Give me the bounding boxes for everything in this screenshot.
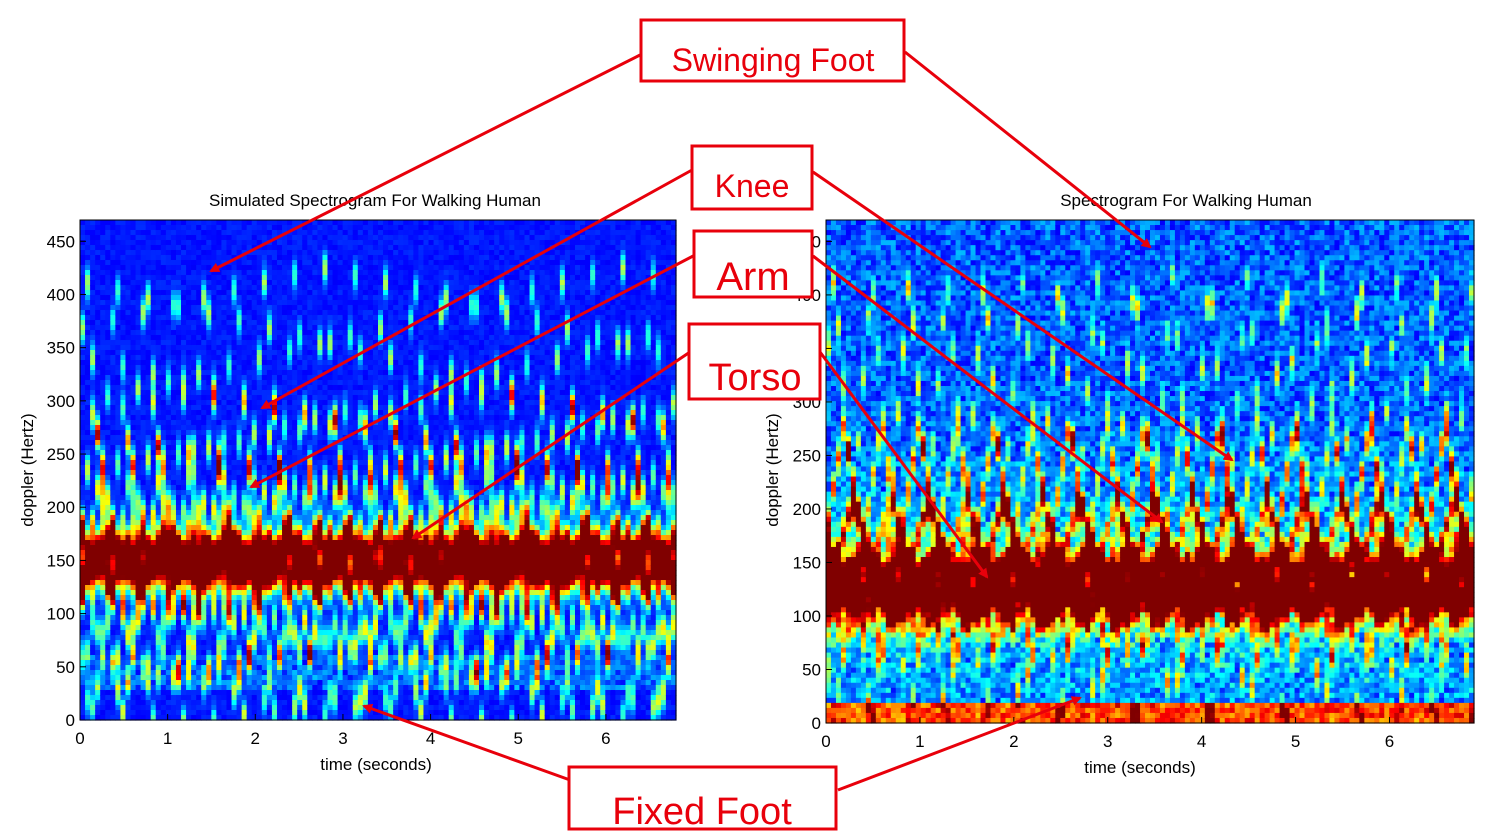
torso-arrow-right: [818, 351, 989, 579]
right-heatmap: [826, 220, 1475, 724]
torso-box: [687, 322, 822, 401]
left-y-axis-label: doppler (Hertz): [18, 413, 37, 526]
torso-arrow-left: [411, 350, 691, 540]
y-tick-label: 250: [793, 446, 821, 465]
left-spectrogram-panel: Simulated Spectrogram For Walking Human …: [18, 191, 677, 774]
x-tick-label: 1: [915, 732, 924, 751]
y-tick-label: 350: [47, 339, 75, 358]
x-tick-label: 5: [1291, 732, 1300, 751]
torso-label: Torso: [709, 357, 802, 399]
right-x-axis-label: time (seconds): [1084, 758, 1195, 777]
left-y-ticks: 0 50 100 150 200 250 300 350 400 450: [47, 232, 86, 730]
left-chart-title: Simulated Spectrogram For Walking Human: [209, 191, 541, 210]
swinging-foot-callout: Swinging Foot: [639, 18, 906, 83]
knee-callout: Knee: [690, 144, 814, 211]
y-tick-label: 150: [47, 551, 75, 570]
x-tick-label: 2: [1009, 732, 1018, 751]
y-tick-label: 200: [793, 500, 821, 519]
x-tick-label: 2: [251, 729, 260, 748]
y-tick-label: 400: [47, 285, 75, 304]
arm-box: [692, 229, 814, 299]
arm-arrow-right: [812, 254, 1164, 524]
arm-arrow-left: [249, 253, 696, 489]
swinging-foot-arrow-right: [904, 50, 1152, 249]
fixed-foot-label: Fixed Foot: [612, 791, 792, 833]
y-tick-label: 50: [802, 660, 821, 679]
left-x-axis-label: time (seconds): [320, 755, 431, 774]
left-plot-frame: [79, 219, 677, 721]
left-x-ticks: 0 1 2 3 4 5 6: [75, 714, 611, 748]
x-tick-label: 0: [75, 729, 84, 748]
right-chart-title: Spectrogram For Walking Human: [1060, 191, 1312, 210]
y-tick-label: 0: [66, 711, 75, 730]
right-y-axis-label: doppler (Hertz): [763, 413, 782, 526]
fixed-foot-arrow-left: [362, 703, 571, 782]
fixed-foot-box: [567, 765, 838, 831]
y-tick-label: 100: [47, 605, 75, 624]
x-tick-label: 6: [601, 729, 610, 748]
y-tick-label: 0: [812, 714, 821, 733]
annotation-arrows: [209, 50, 1234, 792]
swinging-foot-arrow-left: [209, 53, 641, 273]
left-heatmap: [80, 220, 677, 721]
arm-callout: Arm: [692, 229, 814, 299]
right-spectrogram-panel: Spectrogram For Walking Human 0 1 2 3 4 5 6 0 5…: [763, 191, 1475, 777]
knee-arrow-right: [812, 170, 1234, 462]
swinging-foot-label: Swinging Foot: [672, 42, 875, 78]
x-tick-label: 4: [1197, 732, 1206, 751]
swinging-foot-box: [639, 18, 906, 83]
y-tick-label: 250: [47, 445, 75, 464]
fixed-foot-arrow-right: [837, 696, 1082, 792]
x-tick-label: 5: [514, 729, 523, 748]
y-tick-label: 450: [47, 232, 75, 251]
x-tick-label: 3: [1103, 732, 1112, 751]
fixed-foot-callout: Fixed Foot: [567, 765, 838, 833]
knee-box: [690, 144, 814, 211]
torso-callout: Torso: [687, 322, 822, 401]
x-tick-label: 1: [163, 729, 172, 748]
y-tick-label: 100: [793, 607, 821, 626]
y-tick-label: 300: [47, 392, 75, 411]
y-tick-label: 150: [793, 553, 821, 572]
right-x-ticks: 0 1 2 3 4 5 6: [821, 717, 1394, 751]
y-tick-label: 50: [56, 658, 75, 677]
y-tick-label: 200: [47, 498, 75, 517]
x-tick-label: 0: [821, 732, 830, 751]
knee-label: Knee: [715, 168, 790, 204]
right-plot-frame: [825, 219, 1475, 724]
knee-arrow-left: [260, 168, 693, 410]
x-tick-label: 4: [426, 729, 435, 748]
x-tick-label: 3: [338, 729, 347, 748]
arm-label: Arm: [716, 255, 789, 299]
x-tick-label: 6: [1385, 732, 1394, 751]
